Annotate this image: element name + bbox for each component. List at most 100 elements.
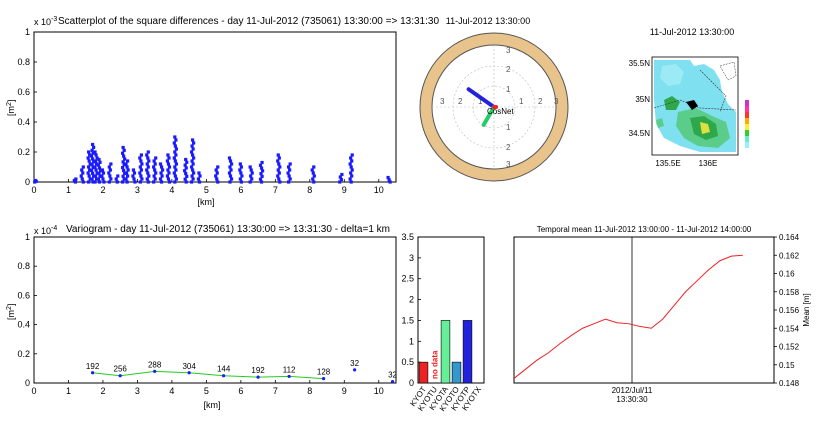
scatter-point <box>165 159 170 163</box>
scatter-point <box>93 174 98 178</box>
scatter-point <box>92 145 96 149</box>
scatter-point <box>145 153 149 157</box>
scatter-point <box>239 171 243 175</box>
variogram-ytick-label: 0.8 <box>17 261 30 271</box>
scatter-point <box>33 178 37 183</box>
scatter-point <box>153 168 157 172</box>
map-lat-label-2: 35N <box>635 95 650 104</box>
temporal-ytick-label: 0.16 <box>779 270 795 279</box>
scatter-panel: Scatterplot of the square differences - … <box>6 16 439 207</box>
scatter-yticks: 0 0.2 0.4 0.6 0.8 1 <box>17 27 37 187</box>
scatter-point <box>350 153 354 157</box>
scatter-point <box>116 174 120 178</box>
scatter-point <box>101 177 105 181</box>
scatter-xtick-label: 0 <box>31 185 36 195</box>
variogram-panel: Variogram - day 11-Jul-2012 (735061) 13:… <box>6 224 398 410</box>
scatter-point <box>174 162 178 166</box>
scatter-point <box>94 168 98 172</box>
scatter-point <box>125 180 129 184</box>
scatter-point <box>340 172 344 177</box>
bar <box>418 361 429 384</box>
bar-panel: 0 0.5 1 1.5 2 2.5 3 3.5 KYOTKYOTUKYOTAKYOTOKYOT… <box>401 232 485 413</box>
scatter-point <box>229 162 234 166</box>
polar-label-bottom-2: 2 <box>506 143 511 152</box>
polar-center-label: CosNet <box>487 107 514 116</box>
variogram-point <box>287 374 291 379</box>
scatter-point <box>216 180 220 184</box>
bar-ytick-label: 0 <box>409 378 414 388</box>
variogram-xtick-label: 8 <box>307 386 312 396</box>
temporal-ytick-label: 0.162 <box>779 251 800 260</box>
scatter-point <box>349 156 353 160</box>
polar-label-top-1: 1 <box>506 85 511 94</box>
bar-ytick-label: 3 <box>409 253 414 263</box>
scatter-point <box>259 172 263 176</box>
scatter-point <box>276 168 280 172</box>
scatter-point <box>140 162 144 166</box>
variogram-point <box>256 375 260 379</box>
variogram-xtick-label: 10 <box>374 386 384 396</box>
bar-yticks: 0 0.5 1 1.5 2 2.5 3 3.5 <box>401 232 421 388</box>
scatter-point <box>249 168 253 172</box>
variogram-count-label: 32 <box>388 371 397 380</box>
scatter-point <box>239 165 243 169</box>
variogram-xtick-label: 6 <box>238 386 243 396</box>
scatter-point <box>166 162 171 166</box>
bar <box>462 320 473 384</box>
scatter-point <box>260 174 264 179</box>
scatter-point <box>166 153 170 157</box>
variogram-count-label: 32 <box>350 359 359 368</box>
variogram-point <box>91 371 95 375</box>
scatter-point <box>287 165 291 169</box>
scatter-point <box>86 156 90 160</box>
scatter-point <box>173 144 177 148</box>
scatter-point <box>123 157 127 161</box>
variogram-count-label: 128 <box>317 368 331 377</box>
scatter-point <box>94 177 99 181</box>
polar-label-right-1: 1 <box>519 97 524 106</box>
scatter-point <box>92 160 96 164</box>
bar-ytick-label: 0.5 <box>401 357 414 367</box>
scatter-point <box>387 178 391 182</box>
scatter-point <box>97 157 101 162</box>
temporal-ytick-label: 0.164 <box>779 233 800 242</box>
scatter-point <box>229 168 233 172</box>
scatter-point <box>146 171 150 175</box>
scatter-point <box>145 168 149 172</box>
temporal-yticks: 0.148 0.15 0.152 0.154 0.156 0.158 0.16 0.162 0.… <box>774 233 800 388</box>
variogram-count-label: 288 <box>148 360 162 369</box>
temporal-xlabel-date: 2012/Jul/11 <box>612 386 653 395</box>
scatter-point <box>238 168 242 172</box>
scatter-point <box>96 177 101 181</box>
scatter-point <box>349 171 353 175</box>
scatter-point <box>91 180 95 184</box>
map-colorbar <box>745 100 749 148</box>
polar-label-right-3: 3 <box>554 97 559 106</box>
scatter-point <box>98 169 103 173</box>
map-lat-label-3: 34.5N <box>629 129 651 138</box>
variogram-ytick-label: 0.6 <box>17 290 30 300</box>
scatter-point <box>138 171 142 175</box>
scatter-point <box>98 160 102 164</box>
scatter-point <box>183 169 187 173</box>
scatter-point <box>174 138 178 142</box>
scatter-point <box>87 165 91 169</box>
scatter-point <box>91 142 95 147</box>
variogram-title: Variogram - day 11-Jul-2012 (735061) 13:… <box>66 224 390 235</box>
scatter-ytick-label: 1 <box>25 27 30 37</box>
scatter-point <box>277 171 281 175</box>
scatter-xtick-label: 2 <box>100 185 105 195</box>
scatter-point <box>160 174 164 178</box>
variogram-count-label: 256 <box>114 365 128 374</box>
variogram-yticks: 0 0.2 0.4 0.6 0.8 1 <box>17 232 37 388</box>
polar-label-left-3: 3 <box>440 97 445 106</box>
scatter-point <box>338 180 342 184</box>
scatter-point <box>160 168 165 172</box>
variogram-xlabel: [km] <box>204 400 221 410</box>
temporal-ytick-label: 0.154 <box>779 324 800 333</box>
scatter-point <box>260 160 264 165</box>
scatter-point <box>386 175 390 180</box>
variogram-point <box>153 369 157 373</box>
scatter-point <box>100 168 105 172</box>
bar-no-data-label: no data <box>431 350 440 379</box>
